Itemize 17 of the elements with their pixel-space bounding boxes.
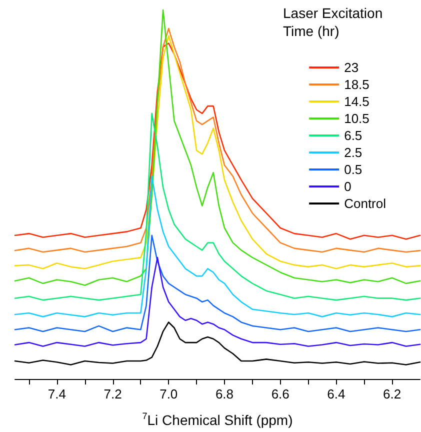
x-tick-label: 7.4	[48, 386, 66, 402]
x-tick-label: 6.4	[327, 386, 346, 402]
legend-label: 18.5	[344, 77, 370, 92]
legend-label: 23	[344, 60, 359, 75]
x-tick-label: 6.2	[383, 386, 402, 402]
legend-title: Laser Excitation Time (hr)	[283, 5, 386, 39]
legend-label: 10.5	[344, 111, 370, 126]
legend-label: 0.5	[344, 162, 362, 177]
x-tick-label: 7.2	[104, 386, 122, 402]
legend-label: 6.5	[344, 128, 362, 143]
legend-label: 0	[344, 179, 352, 194]
legend-label: 14.5	[344, 94, 370, 109]
legend-label: Control	[344, 196, 386, 211]
x-tick-label: 6.8	[215, 386, 234, 402]
x-tick-label: 6.6	[271, 386, 290, 402]
legend-label: 2.5	[344, 145, 362, 160]
x-tick-label: 7.0	[160, 386, 178, 402]
